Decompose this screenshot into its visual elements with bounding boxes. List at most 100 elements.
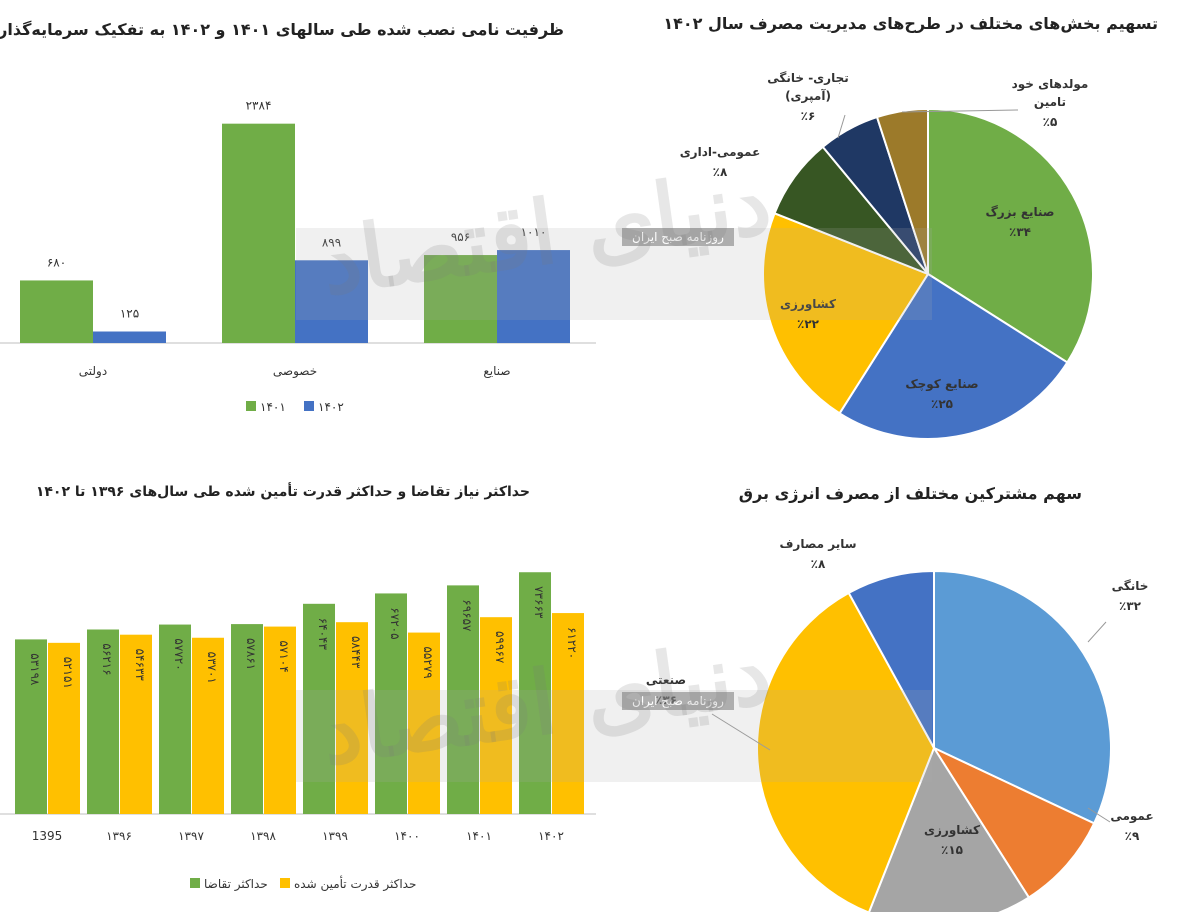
pie-slice [931, 745, 1096, 899]
data-label: ۵۳۷۰۱ [205, 652, 219, 684]
slice-label: خانگی [1112, 579, 1149, 593]
category-label: ۱۳۹۶ [106, 829, 132, 843]
data-label: ۶۷۲۰۵ [388, 607, 402, 639]
slice-pct: ٪۲۵ [931, 397, 953, 411]
data-label: ۶۴۰۴۳ [316, 618, 330, 651]
pie-slice [838, 272, 1069, 440]
watermark-tag: روزنامه صبح ایران [622, 692, 734, 710]
slice-label: تامین [1034, 95, 1066, 109]
pie-slice [875, 107, 929, 275]
bar [552, 613, 584, 814]
slice-label: کشاورزی [780, 297, 836, 312]
bar [408, 632, 440, 814]
data-label: ۶۹۶۵۷ [460, 599, 474, 632]
pie-slice [933, 569, 1112, 825]
data-label: ۵۳۱۹۸ [28, 653, 42, 686]
category-label: صنایع [483, 364, 510, 378]
pie-slice [867, 745, 1031, 912]
data-label: ۵۷۷۲۰ [172, 638, 186, 670]
bar [424, 255, 497, 343]
slice-label: عمومی [1110, 809, 1153, 824]
legend-swatch [246, 401, 256, 411]
bar [336, 622, 368, 814]
bar [519, 572, 551, 814]
consumption-share-panel: سهم مشترکین مختلف از مصرف انرژی برق خانگ… [600, 470, 1200, 912]
slice-pct: ٪۵ [1043, 115, 1058, 129]
bar [20, 280, 93, 343]
bar [120, 634, 152, 814]
slice-pct: ٪۲۲ [797, 317, 820, 331]
legend-label: حداکثر قدرت تأمین شده [294, 875, 416, 892]
slice-pct: ٪۹ [1125, 829, 1140, 843]
installed-capacity-chart: ۹۵۶ ۱۰۱۰ صنایع ۲۳۸۴ ۸۹۹ خصوصی ۶۸۰ ۱۲۵ دولتی ۱۴۰۱ ۱… [0, 99, 596, 414]
bar [48, 642, 80, 814]
leader-line [1087, 807, 1111, 823]
bar [15, 639, 47, 814]
bar [295, 260, 368, 343]
legend-swatch [190, 878, 200, 888]
leader-line [711, 713, 771, 751]
category-label: دولتی [79, 364, 107, 379]
slice-label: صنعتی [646, 673, 686, 687]
slice-label: صنایع کوچک [905, 377, 978, 392]
legend-label: ۱۴۰۲ [318, 400, 344, 414]
demand-management-panel: تسهیم بخش‌های مختلف در طرح‌های مدیریت مص… [600, 0, 1200, 450]
data-label: ۷۳۶۶۳ [532, 586, 546, 619]
bar [497, 250, 570, 343]
bar [264, 626, 296, 814]
legend-swatch [280, 878, 290, 888]
data-label: ۵۸۴۴۳ [349, 636, 363, 669]
category-label: ۱۴۰۱ [466, 829, 492, 843]
data-label: ۶۱۲۲۰ [565, 627, 579, 659]
chart-title: سهم مشترکین مختلف از مصرف انرژی برق [738, 484, 1082, 503]
leader-line [901, 109, 1019, 113]
data-label: ۱۰۱۰ [521, 225, 547, 239]
data-label: ۶۸۰ [47, 255, 66, 269]
chart-title: حداکثر نیاز تقاضا و حداکثر قدرت تأمین شد… [35, 484, 530, 500]
data-label: ۵۷۱۰۴ [277, 640, 291, 672]
watermark-band [296, 228, 932, 320]
bar [192, 637, 224, 814]
data-label: ۵۵۲۷۹ [421, 646, 435, 678]
slice-pct: ٪۱۵ [941, 843, 963, 857]
data-label: ۸۹۹ [322, 235, 341, 249]
bar [87, 629, 119, 814]
slice-pct: ٪۳۴ [1009, 225, 1031, 239]
leader-line [1087, 621, 1107, 643]
data-label: ۵۶۲۱۶ [100, 643, 114, 675]
bar [222, 123, 295, 343]
category-label: 1395 [32, 829, 63, 843]
chart-title: ظرفیت نامی نصب شده طی سالهای ۱۴۰۱ و ۱۴۰۲… [0, 20, 564, 39]
slice-label: صنایع بزرگ [985, 204, 1054, 219]
data-label: ۵۴۶۳۳ [133, 649, 147, 682]
legend-swatch [304, 401, 314, 411]
bar [375, 593, 407, 814]
bar [447, 585, 479, 814]
pie-slice [756, 591, 936, 912]
demand-supply-panel: حداکثر نیاز تقاضا و حداکثر قدرت تأمین شد… [0, 470, 600, 912]
data-label: ۱۲۵ [120, 307, 139, 321]
slice-pct: ٪۶ [801, 109, 816, 123]
data-label: ۵۷۸۶۱ [244, 638, 258, 670]
category-label: ۱۴۰۲ [538, 829, 564, 843]
category-label: ۱۴۰۰ [394, 829, 420, 843]
data-label: ۹۵۶ [451, 230, 470, 244]
chart-title: تسهیم بخش‌های مختلف در طرح‌های مدیریت مص… [663, 14, 1158, 33]
bar [159, 624, 191, 814]
data-label: ۵۹۹۶۷ [493, 631, 507, 664]
category-label: ۱۳۹۷ [178, 829, 204, 843]
category-label: خصوصی [273, 364, 317, 379]
slice-label: کشاورزی [924, 823, 980, 838]
demand-management-pie: صنایع بزرگ ٪۳۴ صنایع کوچک ٪۲۵ کشاورزی ٪۲۲ عموم… [680, 71, 1094, 440]
leader-line [837, 114, 846, 139]
demand-supply-chart: ۵۳۱۹۸ ۵۲۱۵۱ 1395 ۵۶۲۱۶ ۵۴۶۳۳ ۱۳۹۶ ۵۷۷۲۰ ۵۳۷۰۱ ۱۳… [0, 572, 596, 892]
bar [480, 617, 512, 814]
bar [231, 624, 263, 814]
slice-pct: ٪۳۲ [1119, 599, 1142, 613]
installed-capacity-panel: ظرفیت نامی نصب شده طی سالهای ۱۴۰۱ و ۱۴۰۲… [0, 0, 600, 450]
pie-slice [847, 569, 935, 749]
category-label: ۱۳۹۸ [250, 829, 276, 843]
category-label: ۱۳۹۹ [322, 829, 348, 843]
data-label: ۵۲۱۵۱ [61, 657, 75, 689]
